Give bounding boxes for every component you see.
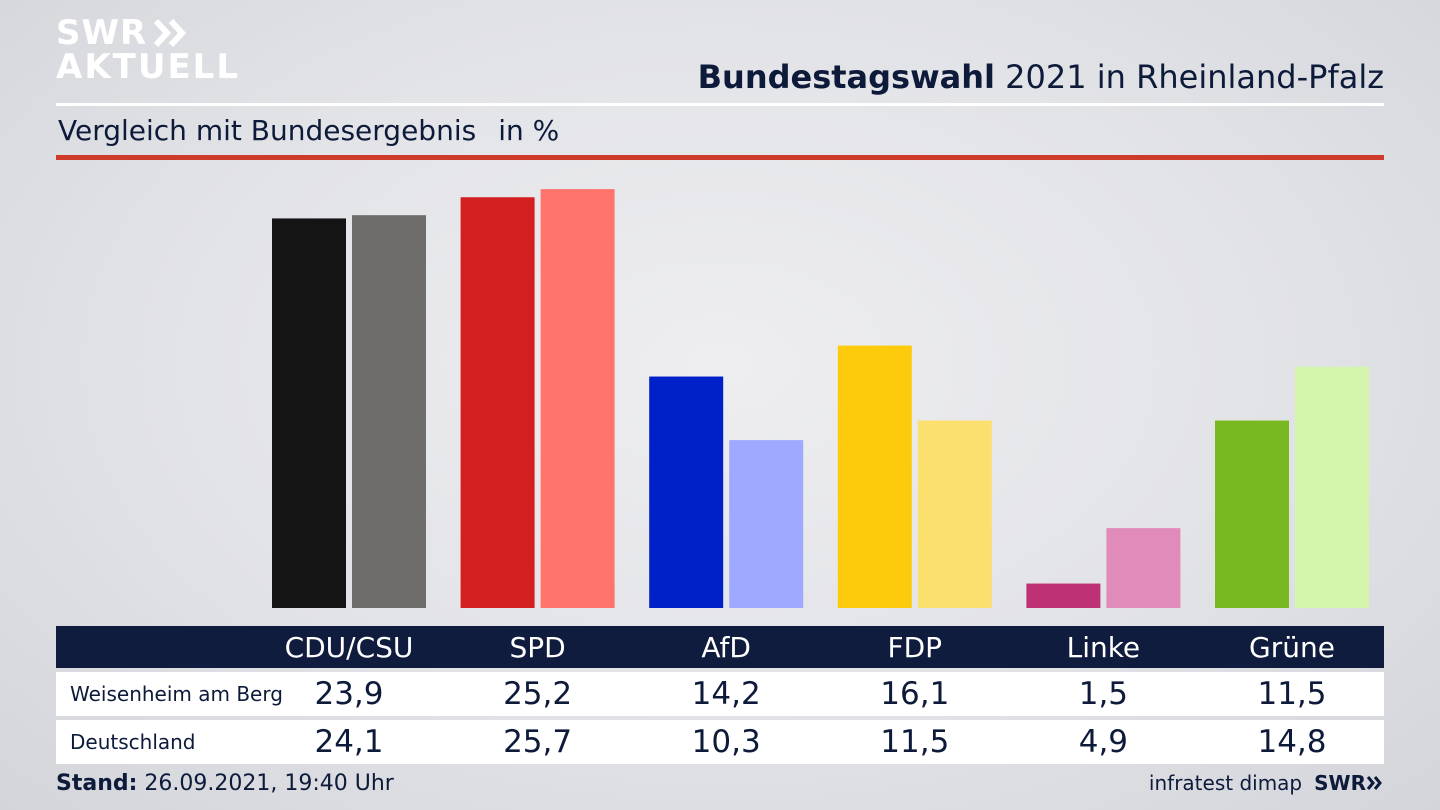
bar-spd-weisenheim bbox=[460, 197, 535, 609]
double-chevron-icon bbox=[153, 18, 187, 48]
title-rest: 2021 in Rheinland-Pfalz bbox=[995, 58, 1384, 96]
title-bold: Bundestagswahl bbox=[697, 58, 995, 96]
value-cell: 25,2 bbox=[503, 676, 573, 712]
swr-small-text: SWR bbox=[1314, 771, 1366, 795]
bar-fdp-weisenheim bbox=[837, 345, 912, 608]
table-header: CDU/CSU SPD AfD FDP Linke Grüne bbox=[56, 626, 1384, 668]
subtitle-text: Vergleich mit Bundesergebnis bbox=[58, 114, 477, 147]
bar-chart bbox=[272, 189, 1369, 609]
value-cell: 14,8 bbox=[1257, 724, 1327, 760]
page-title: Bundestagswahl 2021 in Rheinland-Pfalz bbox=[698, 58, 1384, 96]
accent-divider bbox=[56, 155, 1384, 160]
results-table: CDU/CSU SPD AfD FDP Linke Grüne Weisenheim am… bbox=[56, 626, 1384, 764]
bar-spd-deutschland bbox=[540, 189, 615, 608]
bar-linke-deutschland bbox=[1106, 528, 1181, 608]
column-header-fdp: FDP bbox=[887, 630, 943, 664]
value-cell: 4,9 bbox=[1078, 724, 1129, 760]
stand-label: Stand: bbox=[56, 771, 138, 796]
column-header-afd: AfD bbox=[701, 630, 751, 664]
value-cell: 11,5 bbox=[880, 724, 950, 760]
column-header-spd: SPD bbox=[509, 630, 566, 664]
table-row-deutschland: Deutschland 24,1 25,7 10,3 11,5 4,9 14,8 bbox=[56, 720, 1384, 764]
value-cell: 24,1 bbox=[314, 724, 384, 760]
value-cell: 14,2 bbox=[691, 676, 761, 712]
bar-afd-deutschland bbox=[729, 440, 804, 608]
swr-small-logo: SWR bbox=[1314, 771, 1384, 795]
logo-line-1: SWR bbox=[56, 13, 148, 53]
source-name: infratest dimap bbox=[1148, 771, 1303, 795]
timestamp: Stand: 26.09.2021, 19:40 Uhr bbox=[56, 771, 394, 796]
bar-linke-weisenheim bbox=[1026, 583, 1101, 608]
swr-aktuell-logo: SWR AKTUELL bbox=[56, 16, 240, 84]
value-cell: 10,3 bbox=[691, 724, 761, 760]
bar-fdp-deutschland bbox=[917, 420, 992, 608]
source-credit: infratest dimap SWR bbox=[1149, 771, 1384, 795]
logo-line-2: AKTUELL bbox=[56, 47, 241, 87]
value-cell: 23,9 bbox=[314, 676, 384, 712]
bar-grne-weisenheim bbox=[1215, 420, 1289, 608]
unit-label: in % bbox=[498, 114, 560, 147]
row-label: Deutschland bbox=[70, 730, 196, 754]
stand-value: 26.09.2021, 19:40 Uhr bbox=[137, 771, 394, 796]
row-label: Weisenheim am Berg bbox=[70, 682, 283, 706]
chart-subtitle: Vergleich mit Bundesergebnis in % bbox=[58, 114, 559, 147]
value-cell: 16,1 bbox=[880, 676, 950, 712]
small-double-chevron-icon bbox=[1366, 776, 1382, 790]
value-cell: 25,7 bbox=[503, 724, 573, 760]
bar-grne-deutschland bbox=[1295, 366, 1369, 608]
table-row-weisenheim: Weisenheim am Berg 23,9 25,2 14,2 16,1 1,5 11,… bbox=[56, 672, 1384, 716]
column-header-cducsu: CDU/CSU bbox=[284, 630, 414, 664]
column-header-grne: Grüne bbox=[1249, 630, 1335, 664]
bar-cducsu-weisenheim bbox=[272, 218, 346, 608]
column-header-linke: Linke bbox=[1066, 630, 1141, 664]
value-cell: 1,5 bbox=[1078, 676, 1129, 712]
title-divider bbox=[56, 103, 1384, 106]
bar-cducsu-deutschland bbox=[352, 215, 426, 609]
value-cell: 11,5 bbox=[1257, 676, 1327, 712]
bar-afd-weisenheim bbox=[649, 376, 724, 608]
